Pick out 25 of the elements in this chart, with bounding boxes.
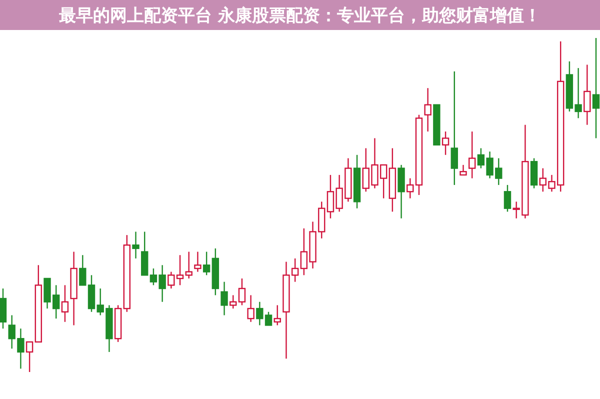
candlestick	[450, 70, 458, 186]
candlestick	[468, 130, 476, 179]
candlestick	[61, 284, 69, 322]
candlestick	[238, 278, 246, 306]
candlestick	[220, 281, 228, 316]
candlestick	[247, 294, 254, 322]
candlestick	[424, 88, 432, 132]
candlestick	[584, 64, 591, 126]
candlestick	[230, 294, 237, 310]
candlestick	[141, 231, 148, 276]
chart-title: 最早的网上配资平台 永康股票配资：专业平台，助您财富增值！	[58, 6, 541, 26]
candlestick	[406, 178, 414, 199]
candlestick	[194, 251, 202, 272]
candlestick	[0, 288, 7, 330]
candlestick	[398, 164, 405, 219]
candlestick	[460, 164, 467, 176]
candlestick	[442, 130, 450, 156]
candlestick	[185, 251, 192, 280]
candlestick	[26, 341, 34, 373]
candlestick	[592, 37, 600, 139]
candlestick	[132, 231, 140, 260]
candlestick	[504, 184, 512, 212]
candlestick	[202, 251, 210, 276]
candlestick	[274, 304, 281, 326]
candlestick	[530, 158, 538, 189]
